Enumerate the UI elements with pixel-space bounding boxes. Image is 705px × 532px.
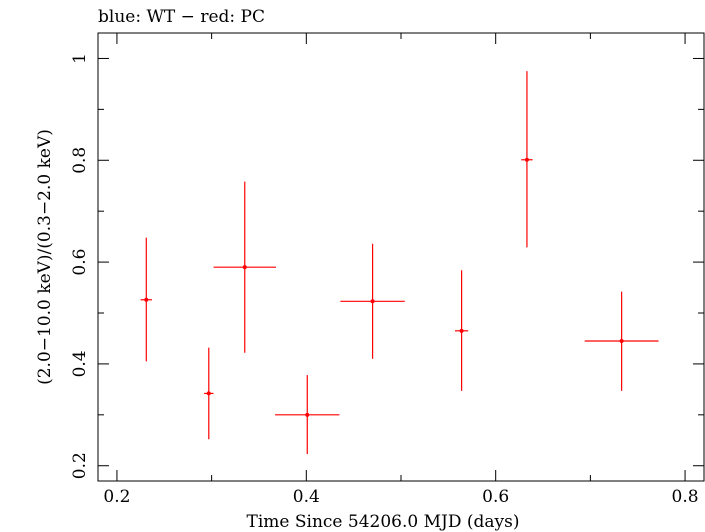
y-tick-label: 0.4	[70, 350, 90, 377]
y-tick-label: 0.2	[70, 452, 90, 479]
x-axis-label: Time Since 54206.0 MJD (days)	[247, 512, 520, 532]
x-axis-ticks	[116, 33, 686, 481]
x-tick-label: 0.6	[482, 487, 509, 507]
point-marker	[206, 391, 211, 396]
y-axis-tick-labels: 0.2 0.4 0.6 0.8 1	[70, 53, 90, 479]
point-marker	[242, 265, 247, 270]
data-point	[275, 375, 340, 455]
data-point	[521, 71, 533, 248]
point-marker	[619, 339, 624, 343]
y-tick-label: 0.8	[70, 147, 90, 174]
plot-frame	[97, 32, 705, 482]
x-tick-label: 0.2	[103, 487, 130, 507]
point-marker	[459, 328, 464, 333]
point-marker	[370, 299, 375, 304]
y-tick-label: 1	[70, 53, 90, 64]
data-point	[213, 181, 277, 353]
x-tick-label: 0.8	[672, 487, 699, 507]
x-tick-label: 0.4	[293, 487, 320, 507]
point-marker	[305, 412, 310, 417]
chart-title: blue: WT − red: PC	[98, 7, 265, 27]
x-axis-tick-labels: 0.2 0.4 0.6 0.8	[103, 487, 698, 507]
y-axis-ticks	[98, 57, 704, 467]
point-marker	[524, 157, 529, 162]
point-marker	[144, 297, 149, 302]
y-axis-label: (2.0−10.0 keV)/(0.3−2.0 keV)	[35, 129, 55, 385]
data-point	[140, 237, 152, 362]
data-point	[204, 347, 214, 440]
y-tick-label: 0.6	[70, 249, 90, 276]
data-point	[584, 291, 659, 391]
data-points	[140, 71, 659, 455]
data-point	[454, 270, 469, 391]
data-point	[340, 243, 405, 359]
